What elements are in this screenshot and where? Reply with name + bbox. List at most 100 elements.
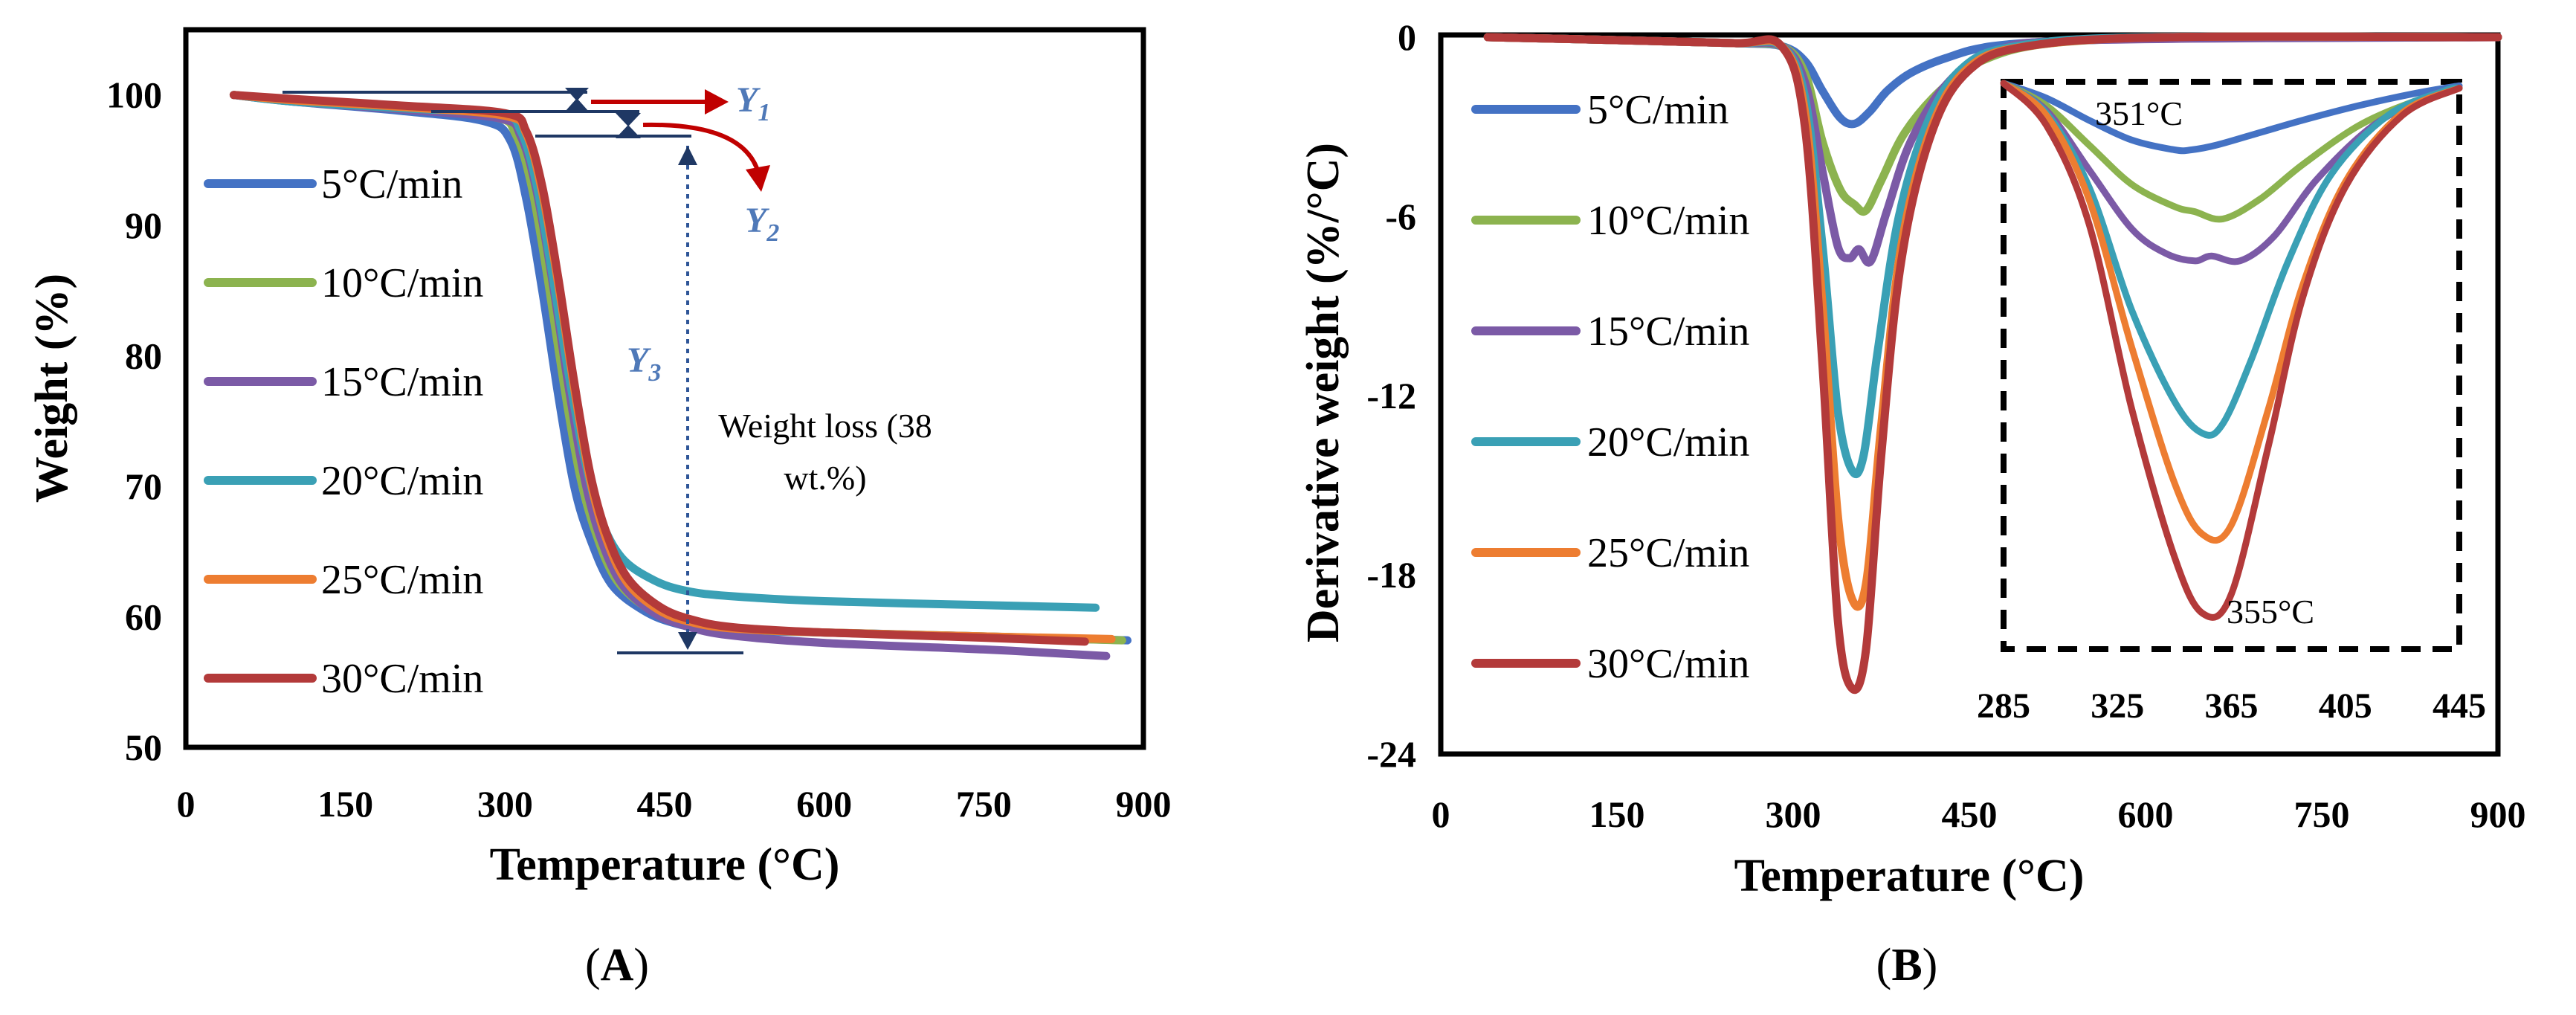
panel-b-x-tick-label: 900: [2470, 793, 2526, 835]
inset-x-tick-label: 405: [2319, 686, 2372, 726]
panel-a-legend-item: 10°C/min: [204, 260, 483, 306]
panel-a-x-axis-title: Temperature (°C): [490, 840, 840, 890]
panel-b-legend-label: 15°C/min: [1587, 309, 1749, 355]
weight-loss-label-line1: Weight loss (38: [718, 407, 932, 445]
panel-b-inset: 285 325 365 405 445 351°C 355°C: [1977, 79, 2486, 726]
panel-b-x-ticks: 0 150 300 450 600 750 900: [1432, 793, 2526, 835]
panel-a-y-tick-label: 80: [125, 335, 162, 377]
panel-b-x-tick-label: 0: [1432, 793, 1450, 835]
y1-marker-up: [565, 88, 589, 101]
panel-a-legend-item: 5°C/min: [204, 161, 462, 207]
panel-b: 285 325 365 405 445 351°C 355°C 5°C/min 10°C/mi…: [1298, 16, 2526, 990]
panel-b-series-30-c-min: [1483, 32, 2502, 695]
panel-b-legend-label: 20°C/min: [1587, 419, 1749, 465]
panel-a-legend-item: 30°C/min: [204, 656, 483, 702]
panel-a-x-ticks: 0 150 300 450 600 750 900: [177, 783, 1172, 825]
panel-a-y-tick-label: 60: [125, 596, 162, 638]
panel-b-legend-label: 25°C/min: [1587, 530, 1749, 576]
y3-arrow-bottom: [678, 632, 697, 650]
y1-label-letter: Y: [736, 80, 761, 120]
panel-b-y-tick-label: -12: [1366, 375, 1416, 416]
panel-b-label-letter: B: [1891, 940, 1922, 990]
y2-label: Y2: [745, 201, 779, 247]
panel-b-x-tick-label: 300: [1766, 793, 1821, 835]
panel-a-y-ticks: 50 60 70 80 90 100: [106, 74, 162, 768]
panel-a-legend-label: 30°C/min: [321, 656, 483, 702]
panel-a-x-tick-label: 900: [1116, 783, 1172, 825]
panel-a-x-tick-label: 0: [177, 783, 196, 825]
y3-label-sub: 3: [648, 359, 661, 387]
inset-series-30-c-min: [2000, 80, 2463, 621]
panel-a-label-letter: A: [601, 940, 634, 990]
y2-red-arrow-shaft: [642, 122, 761, 173]
panel-b-x-tick-label: 750: [2294, 793, 2350, 835]
panel-a-legend-item: 15°C/min: [204, 359, 483, 405]
y3-arrow-top: [678, 146, 697, 165]
panel-a-x-tick-label: 600: [796, 783, 852, 825]
y1-label: Y1: [736, 80, 770, 126]
y2-marker-down: [616, 125, 641, 138]
panel-b-y-axis-title: Derivative weight (%/°C): [1298, 143, 1349, 642]
inset-series-10-c-min: [2000, 80, 2463, 223]
panel-b-label: (B): [1876, 940, 1938, 990]
inset-x-tick-label: 325: [2091, 686, 2144, 726]
panel-b-y-tick-label: 0: [1398, 16, 1416, 58]
panel-b-y-ticks: 0 -6 -12 -18 -24: [1366, 16, 1416, 775]
panel-a-legend: 5°C/min 10°C/min 15°C/min 20°C/min 25°C/min 3…: [204, 161, 483, 702]
inset-x-tick-label: 285: [1977, 686, 2030, 726]
panel-b-legend: 5°C/min 10°C/min 15°C/min 20°C/min 25°C/min 3…: [1471, 87, 1749, 687]
panel-a-legend-label: 20°C/min: [321, 458, 483, 504]
panel-b-curves: [1483, 32, 2502, 695]
inset-series-20-c-min: [2000, 80, 2463, 439]
panel-a-legend-item: 20°C/min: [204, 458, 483, 504]
panel-b-y-tick-label: -6: [1385, 196, 1416, 237]
panel-b-x-tick-label: 150: [1589, 793, 1645, 835]
panel-b-legend-item: 25°C/min: [1471, 530, 1749, 576]
panel-b-legend-label: 5°C/min: [1587, 87, 1728, 133]
panel-b-y-tick-label: -24: [1366, 733, 1416, 775]
inset-x-tick-label: 365: [2205, 686, 2259, 726]
y2-marker-up: [616, 113, 641, 126]
panel-b-x-tick-label: 600: [2118, 793, 2174, 835]
panel-a-legend-item: 25°C/min: [204, 557, 483, 603]
y1-red-arrow-head: [705, 89, 729, 115]
y3-label-letter: Y: [627, 341, 651, 380]
inset-peak-label-355: 355°C: [2227, 593, 2314, 631]
weight-loss-label-line2: wt.%): [784, 459, 866, 497]
panel-a-legend-label: 15°C/min: [321, 359, 483, 405]
panel-a-y-tick-label: 50: [125, 726, 162, 768]
y1-marker-down: [565, 98, 589, 112]
panel-a-label: (A): [585, 940, 649, 990]
panel-b-legend-item: 5°C/min: [1471, 87, 1728, 133]
panel-a-x-tick-label: 450: [637, 783, 693, 825]
panel-a-x-tick-label: 150: [317, 783, 373, 825]
inset-x-tick-label: 445: [2433, 686, 2486, 726]
panel-b-legend-item: 10°C/min: [1471, 198, 1749, 244]
panel-b-legend-item: 20°C/min: [1471, 419, 1749, 465]
panel-b-legend-label: 30°C/min: [1587, 641, 1749, 687]
panel-a-series-30-c-min: [229, 91, 1089, 646]
panel-a-legend-label: 5°C/min: [321, 161, 462, 207]
y1-label-sub: 1: [758, 99, 770, 126]
panel-a-legend-label: 10°C/min: [321, 260, 483, 306]
panel-a-x-tick-label: 300: [477, 783, 533, 825]
panel-a-x-tick-label: 750: [956, 783, 1012, 825]
panel-a-y-axis-title: Weight (%): [27, 274, 77, 503]
panel-b-legend-item: 30°C/min: [1471, 641, 1749, 687]
panel-b-legend-item: 15°C/min: [1471, 309, 1749, 355]
y2-label-letter: Y: [745, 201, 769, 240]
panel-b-x-axis-title: Temperature (°C): [1734, 851, 2085, 901]
panel-b-legend-label: 10°C/min: [1587, 198, 1749, 244]
panel-b-y-tick-label: -18: [1366, 554, 1416, 596]
y2-red-arrow-head: [746, 165, 770, 192]
inset-border: [2001, 79, 2462, 652]
y3-label: Y3: [627, 341, 661, 387]
y2-label-sub: 2: [766, 219, 779, 247]
panel-a-y-tick-label: 100: [106, 74, 162, 116]
panel-a-y-tick-label: 90: [125, 204, 162, 246]
panel-b-x-tick-label: 450: [1942, 793, 1998, 835]
inset-peak-label-351: 351°C: [2095, 94, 2183, 132]
